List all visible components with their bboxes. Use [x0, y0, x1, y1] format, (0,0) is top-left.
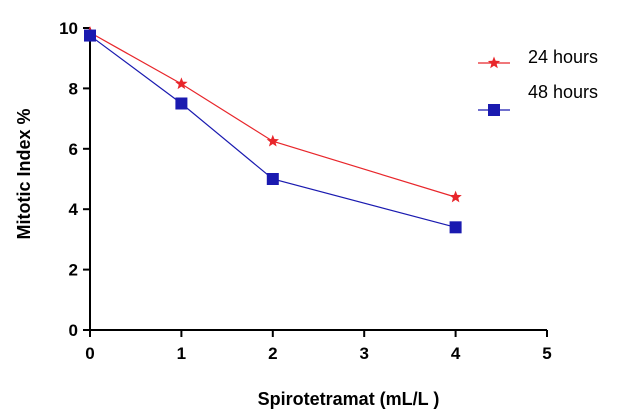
data-point — [266, 173, 279, 185]
series-line — [89, 35, 456, 228]
legend-marker — [488, 104, 500, 116]
x-tick-label: 2 — [268, 344, 277, 363]
series-2 — [84, 29, 462, 234]
y-tick-label: 2 — [69, 261, 78, 280]
y-tick-label: 6 — [69, 140, 78, 159]
data-point — [266, 134, 279, 147]
axes: 0 2 4 6 8 10 0 1 2 3 4 5 — [59, 19, 552, 363]
series-layer — [83, 26, 462, 234]
series-line — [89, 32, 456, 198]
x-tick-label: 3 — [359, 344, 368, 363]
data-point — [84, 29, 96, 42]
legend-marker — [487, 56, 501, 69]
legend-label: 24 hours — [528, 47, 598, 67]
legend-item: 24 hours — [478, 47, 598, 69]
x-tick-label: 1 — [177, 344, 186, 363]
data-point — [449, 221, 462, 234]
data-point — [175, 77, 188, 90]
data-point — [449, 190, 462, 203]
x-axis-title: Spirotetramat (mL/L ) — [258, 389, 440, 409]
y-tick-label: 8 — [69, 79, 78, 98]
legend-item: 48 hours — [478, 82, 598, 116]
legend: 24 hours 48 hours — [478, 47, 598, 116]
y-tick-label: 10 — [59, 19, 78, 38]
x-tick-label: 0 — [85, 344, 94, 363]
y-tick-label: 0 — [69, 321, 78, 340]
data-point — [175, 97, 188, 110]
x-tick-label: 4 — [451, 344, 461, 363]
y-axis-title: Mitotic Index % — [14, 108, 34, 239]
x-tick-label: 5 — [542, 344, 551, 363]
y-tick-label: 4 — [69, 200, 79, 219]
legend-label: 48 hours — [528, 82, 598, 102]
